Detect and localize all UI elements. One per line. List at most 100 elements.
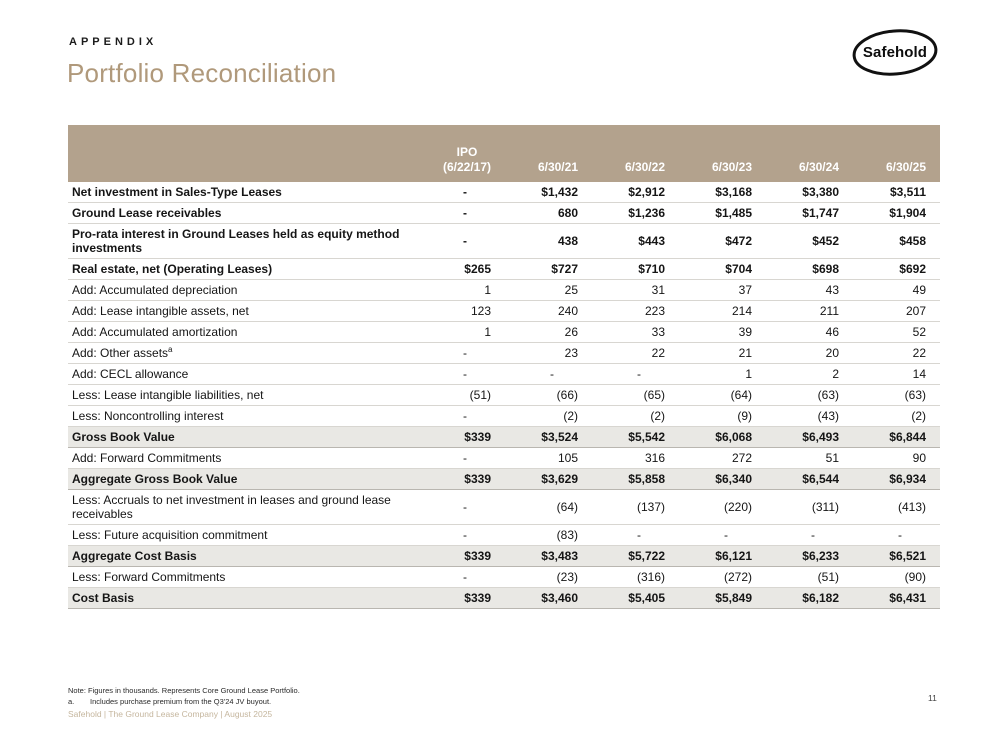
- row-label: Aggregate Cost Basis: [68, 545, 418, 567]
- row-label: Pro-rata interest in Ground Leases held …: [68, 223, 418, 259]
- table-row: Aggregate Cost Basis $339 $3,483 $5,722 $6,1…: [68, 545, 940, 567]
- cell-value: -: [418, 405, 505, 427]
- page-number: 11: [928, 693, 937, 703]
- cell-value: $339: [418, 587, 505, 609]
- table-row: Pro-rata interest in Ground Leases held …: [68, 223, 940, 259]
- portfolio-reconciliation-table: IPO (6/22/17) 6/30/21 6/30/22 6/30/23 6/30/24…: [68, 125, 940, 609]
- table-row: Real estate, net (Operating Leases) $265 $…: [68, 258, 940, 280]
- cell-value: (63): [853, 384, 940, 406]
- cell-value: (66): [505, 384, 592, 406]
- period-column-header: 6/30/22: [592, 125, 679, 182]
- cell-value: -: [418, 524, 505, 546]
- cell-value: $704: [679, 258, 766, 280]
- row-label: Cost Basis: [68, 587, 418, 609]
- cell-value: (65): [592, 384, 679, 406]
- cell-value: $6,544: [766, 468, 853, 490]
- row-label: Add: Other assetsa: [68, 342, 418, 364]
- table-row: Add: Accumulated amortization 1 26 33 39 46 52: [68, 321, 940, 343]
- cell-value: $6,844: [853, 426, 940, 448]
- cell-value: 123: [418, 300, 505, 322]
- footnote-a-label: a.: [68, 696, 75, 706]
- row-label: Less: Forward Commitments: [68, 566, 418, 588]
- table-row: Less: Noncontrolling interest - (2) (2) (9)(…: [68, 405, 940, 427]
- cell-value: -: [505, 363, 592, 385]
- cell-value: 51: [766, 447, 853, 469]
- row-label: Add: CECL allowance: [68, 363, 418, 385]
- table-row: Less: Accruals to net investment in leas…: [68, 489, 940, 525]
- cell-value: -: [418, 342, 505, 364]
- cell-value: (2): [592, 405, 679, 427]
- period-column-header: IPO (6/22/17): [418, 125, 505, 182]
- cell-value: -: [418, 489, 505, 525]
- safehold-logo-text: Safehold: [862, 44, 928, 61]
- page-title: Portfolio Reconciliation: [67, 58, 337, 88]
- cell-value: -: [418, 223, 505, 259]
- logo-oval-icon: [852, 29, 938, 76]
- cell-value: 680: [505, 202, 592, 224]
- cell-value: -: [853, 524, 940, 546]
- cell-value: $443: [592, 223, 679, 259]
- table-row: Less: Forward Commitments - (23) (316) (272)…: [68, 566, 940, 588]
- row-label: Less: Future acquisition commitment: [68, 524, 418, 546]
- cell-value: 33: [592, 321, 679, 343]
- cell-value: $6,431: [853, 587, 940, 609]
- cell-value: $1,432: [505, 182, 592, 203]
- table-row: Add: Lease intangible assets, net 123 240 2…: [68, 300, 940, 322]
- cell-value: $2,912: [592, 182, 679, 203]
- table-row: Add: Other assetsa -23 22 21 20 22: [68, 342, 940, 364]
- cell-value: -: [679, 524, 766, 546]
- cell-value: -: [418, 202, 505, 224]
- cell-value: 43: [766, 279, 853, 301]
- cell-value: (43): [766, 405, 853, 427]
- cell-value: 1: [418, 321, 505, 343]
- cell-value: $5,542: [592, 426, 679, 448]
- cell-value: $6,233: [766, 545, 853, 567]
- cell-value: $339: [418, 545, 505, 567]
- cell-value: (51): [766, 566, 853, 588]
- cell-value: $3,168: [679, 182, 766, 203]
- table-row: Add: CECL allowance - - -1 2 14: [68, 363, 940, 385]
- cell-value: -: [418, 447, 505, 469]
- row-label: Less: Lease intangible liabilities, net: [68, 384, 418, 406]
- cell-value: -: [418, 182, 505, 203]
- cell-value: $6,068: [679, 426, 766, 448]
- cell-value: 14: [853, 363, 940, 385]
- cell-value: 49: [853, 279, 940, 301]
- cell-value: $5,722: [592, 545, 679, 567]
- cell-value: (2): [505, 405, 592, 427]
- cell-value: -: [592, 524, 679, 546]
- cell-value: 39: [679, 321, 766, 343]
- cell-value: 25: [505, 279, 592, 301]
- footnote-a-text: Includes purchase premium from the Q3'24…: [90, 696, 272, 706]
- cell-value: $6,121: [679, 545, 766, 567]
- cell-value: $339: [418, 468, 505, 490]
- cell-value: $6,521: [853, 545, 940, 567]
- table-row: Add: Accumulated depreciation 1 25 31 37 43 49: [68, 279, 940, 301]
- footnote-a: a. Includes purchase premium from the Q3'…: [68, 697, 300, 708]
- table-row: Add: Forward Commitments -105 316 272 51 90: [68, 447, 940, 469]
- cell-value: 272: [679, 447, 766, 469]
- period-column-header: 6/30/25: [853, 125, 940, 182]
- row-label: Net investment in Sales-Type Leases: [68, 182, 418, 203]
- row-label: Add: Accumulated amortization: [68, 321, 418, 343]
- cell-value: $5,858: [592, 468, 679, 490]
- row-label: Gross Book Value: [68, 426, 418, 448]
- cell-value: 23: [505, 342, 592, 364]
- safehold-logo: Safehold: [851, 28, 939, 77]
- cell-value: (64): [505, 489, 592, 525]
- row-label: Less: Accruals to net investment in leas…: [68, 489, 418, 525]
- cell-value: $5,849: [679, 587, 766, 609]
- table-header-row: IPO (6/22/17) 6/30/21 6/30/22 6/30/23 6/30/24…: [68, 125, 940, 182]
- cell-value: 214: [679, 300, 766, 322]
- cell-value: -: [418, 363, 505, 385]
- cell-value: 211: [766, 300, 853, 322]
- table-body: Net investment in Sales-Type Leases - $1,4…: [68, 182, 940, 609]
- cell-value: (220): [679, 489, 766, 525]
- cell-value: 52: [853, 321, 940, 343]
- cell-value: $1,236: [592, 202, 679, 224]
- cell-value: 22: [592, 342, 679, 364]
- cell-value: (413): [853, 489, 940, 525]
- footer-brand: Safehold | The Ground Lease Company | Au…: [68, 709, 273, 719]
- cell-value: (272): [679, 566, 766, 588]
- cell-value: 31: [592, 279, 679, 301]
